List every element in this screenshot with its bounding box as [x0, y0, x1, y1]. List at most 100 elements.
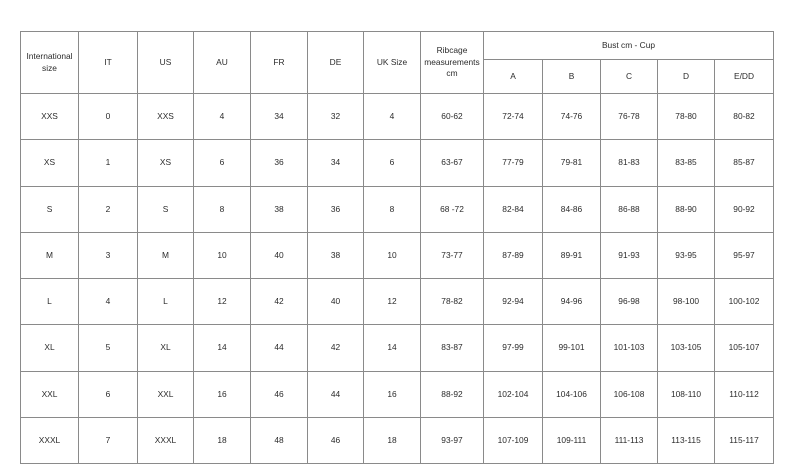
cell-cup-a: 87-89	[483, 231, 543, 280]
cell-international-size: XS	[20, 139, 79, 187]
cell-de: 40	[307, 278, 364, 326]
international-size-chart-table: International size IT US AU FR DE UK Siz…	[20, 31, 775, 465]
cell-cup-edd: 115-117	[713, 417, 775, 465]
cell-au: 14	[193, 324, 251, 372]
cell-cup-c: 101-103	[600, 324, 658, 372]
cell-international-size: XL	[20, 324, 79, 372]
column-header-cup-d: D	[657, 59, 715, 94]
cell-cup-c: 86-88	[600, 185, 658, 233]
cell-ribcage: 93-97	[420, 417, 484, 465]
cell-cup-c: 96-98	[600, 278, 658, 326]
cell-cup-c: 81-83	[600, 139, 658, 187]
table-body: XXS 0 XXS 4 34 32 4 60-62 72-74 74-76 76…	[20, 92, 775, 465]
cell-us: XS	[137, 139, 194, 187]
cell-fr: 44	[250, 324, 308, 372]
cell-it: 6	[78, 370, 138, 419]
cell-cup-a: 82-84	[483, 185, 543, 233]
size-chart-container: International size IT US AU FR DE UK Siz…	[20, 31, 775, 465]
cell-uk: 6	[363, 139, 421, 187]
cell-us: L	[137, 278, 194, 326]
cell-fr: 48	[250, 417, 308, 465]
cell-cup-d: 78-80	[657, 92, 715, 141]
cell-ribcage: 63-67	[420, 139, 484, 187]
cell-cup-edd: 85-87	[713, 139, 775, 187]
column-header-cup-edd: E/DD	[713, 59, 775, 94]
cell-cup-a: 107-109	[483, 417, 543, 465]
cell-fr: 46	[250, 370, 308, 419]
column-header-international-size: International size	[20, 31, 79, 94]
cell-us: S	[137, 185, 194, 233]
cell-cup-a: 92-94	[483, 278, 543, 326]
cell-uk: 14	[363, 324, 421, 372]
cell-us: XXXL	[137, 417, 194, 465]
cell-au: 6	[193, 139, 251, 187]
column-header-de: DE	[307, 31, 364, 94]
cell-international-size: XXS	[20, 92, 79, 141]
cell-fr: 34	[250, 92, 308, 141]
column-header-it: IT	[78, 31, 138, 94]
cell-international-size: M	[20, 231, 79, 280]
cell-cup-b: 99-101	[542, 324, 601, 372]
cell-ribcage: 60-62	[420, 92, 484, 141]
cell-cup-d: 103-105	[657, 324, 715, 372]
cell-cup-c: 111-113	[600, 417, 658, 465]
cell-uk: 10	[363, 231, 421, 280]
cell-cup-b: 94-96	[542, 278, 601, 326]
cell-uk: 4	[363, 92, 421, 141]
cell-cup-d: 113-115	[657, 417, 715, 465]
cell-us: XXL	[137, 370, 194, 419]
cell-au: 10	[193, 231, 251, 280]
cell-it: 7	[78, 417, 138, 465]
cell-international-size: XXL	[20, 370, 79, 419]
cell-au: 18	[193, 417, 251, 465]
table-row: XXXL 7 XXXL 18 48 46 18 93-97 107-109 10…	[20, 417, 775, 465]
cell-us: XXS	[137, 92, 194, 141]
cell-fr: 42	[250, 278, 308, 326]
cell-cup-edd: 95-97	[713, 231, 775, 280]
cell-cup-d: 83-85	[657, 139, 715, 187]
cell-uk: 12	[363, 278, 421, 326]
cell-fr: 36	[250, 139, 308, 187]
cell-cup-a: 102-104	[483, 370, 543, 419]
table-row: S 2 S 8 38 36 8 68 -72 82-84 84-86 86-88…	[20, 185, 775, 233]
cell-ribcage: 68 -72	[420, 185, 484, 233]
cell-international-size: S	[20, 185, 79, 233]
table-row: XXS 0 XXS 4 34 32 4 60-62 72-74 74-76 76…	[20, 92, 775, 141]
cell-cup-d: 98-100	[657, 278, 715, 326]
column-header-ribcage-measurements-cm: Ribcage measurements cm	[420, 31, 484, 94]
cell-au: 16	[193, 370, 251, 419]
column-header-cup-c: C	[600, 59, 658, 94]
cell-international-size: XXXL	[20, 417, 79, 465]
cell-cup-b: 109-111	[542, 417, 601, 465]
cell-us: M	[137, 231, 194, 280]
cell-it: 0	[78, 92, 138, 141]
cell-it: 2	[78, 185, 138, 233]
cell-cup-d: 93-95	[657, 231, 715, 280]
cell-au: 4	[193, 92, 251, 141]
cell-cup-edd: 110-112	[713, 370, 775, 419]
cell-de: 42	[307, 324, 364, 372]
cell-ribcage: 83-87	[420, 324, 484, 372]
cell-cup-a: 72-74	[483, 92, 543, 141]
column-header-cup-a: A	[483, 59, 543, 94]
cell-it: 4	[78, 278, 138, 326]
cell-cup-b: 104-106	[542, 370, 601, 419]
cell-cup-c: 91-93	[600, 231, 658, 280]
cell-cup-a: 77-79	[483, 139, 543, 187]
cell-de: 44	[307, 370, 364, 419]
cell-cup-b: 79-81	[542, 139, 601, 187]
cell-cup-d: 88-90	[657, 185, 715, 233]
column-group-header-bust-cm-cup: Bust cm - Cup	[482, 31, 775, 60]
column-header-us: US	[137, 31, 194, 94]
table-row: XS 1 XS 6 36 34 6 63-67 77-79 79-81 81-8…	[20, 139, 775, 187]
cell-cup-a: 97-99	[483, 324, 543, 372]
cell-au: 8	[193, 185, 251, 233]
cell-cup-c: 106-108	[600, 370, 658, 419]
cell-uk: 8	[363, 185, 421, 233]
table-row: M 3 M 10 40 38 10 73-77 87-89 89-91 91-9…	[20, 231, 775, 280]
cell-it: 1	[78, 139, 138, 187]
cell-ribcage: 73-77	[420, 231, 484, 280]
table-row: XXL 6 XXL 16 46 44 16 88-92 102-104 104-…	[20, 370, 775, 419]
cell-de: 38	[307, 231, 364, 280]
header-row-primary: International size IT US AU FR DE UK Siz…	[20, 31, 775, 94]
